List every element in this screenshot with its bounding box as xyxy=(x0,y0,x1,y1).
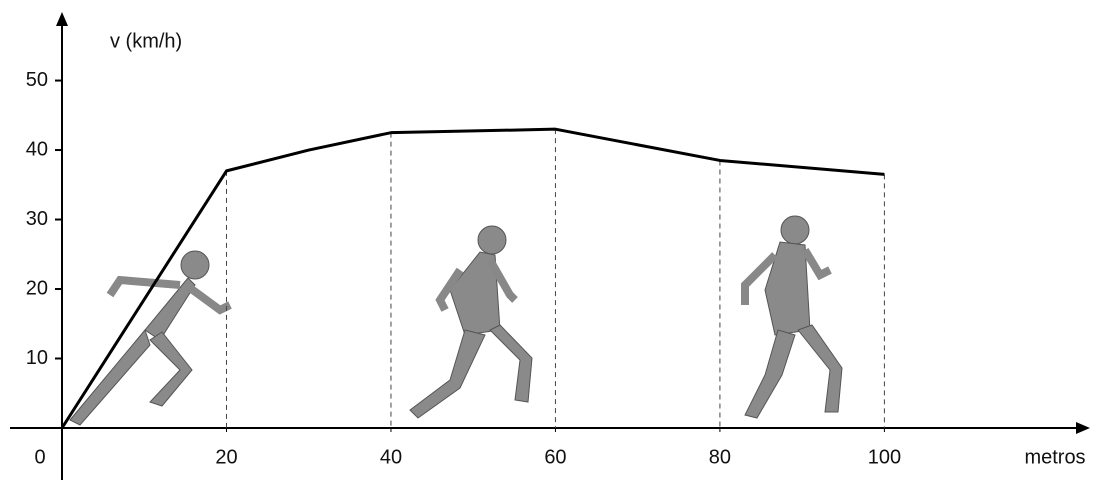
y-tick-label: 20 xyxy=(26,277,48,299)
y-tick-label: 30 xyxy=(26,208,48,230)
x-tick-label: 20 xyxy=(215,446,237,468)
y-tick-label: 40 xyxy=(26,138,48,160)
chart: v (km/h) metros 10 20 30 40 50 0 20 40 60 80 100 xyxy=(0,0,1099,482)
x-axis-arrow xyxy=(1076,422,1090,434)
y-axis-label: v (km/h) xyxy=(110,30,182,52)
y-tick-label: 50 xyxy=(26,69,48,91)
x-tick-label: 0 xyxy=(34,446,45,468)
y-axis-arrow xyxy=(56,12,68,26)
x-tick-label: 100 xyxy=(868,446,901,468)
x-tick-label: 40 xyxy=(380,446,402,468)
x-tick-label: 60 xyxy=(544,446,566,468)
y-tick-label: 10 xyxy=(26,347,48,369)
x-tick-label: 80 xyxy=(709,446,731,468)
runners xyxy=(70,216,842,425)
x-axis-label: metros xyxy=(1024,446,1085,468)
